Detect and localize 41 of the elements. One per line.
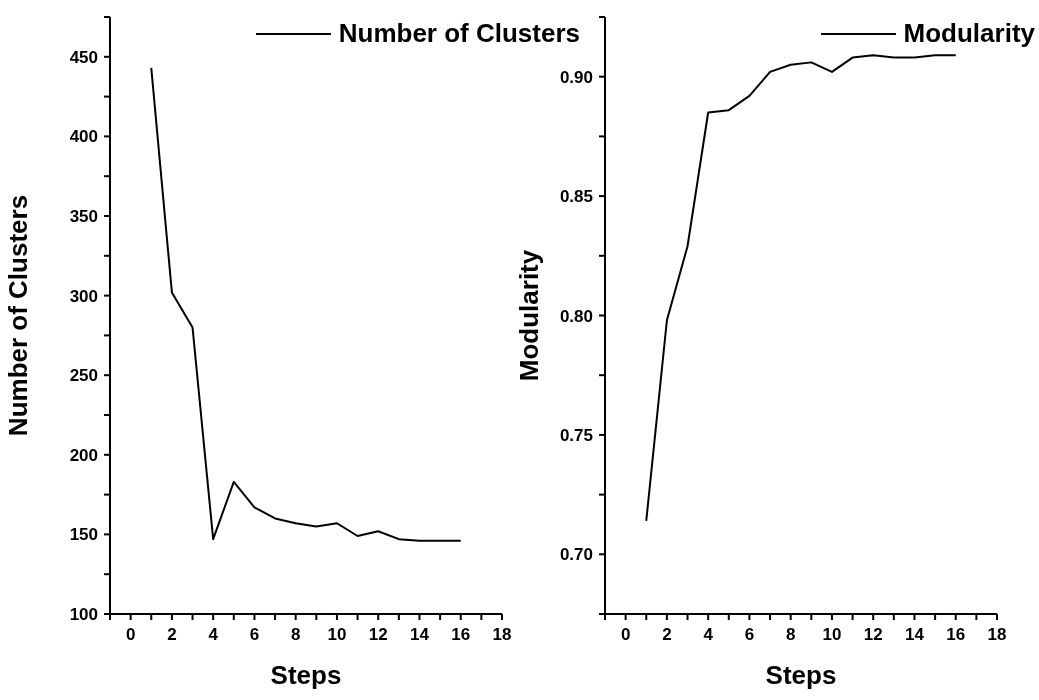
- y-tick-label: 0.85: [559, 187, 593, 207]
- x-tick-label: 6: [249, 625, 260, 644]
- y-tick-label: 0.75: [559, 425, 593, 445]
- y-tick-label: 400: [69, 127, 98, 147]
- y-tick-label: 100: [69, 605, 98, 624]
- x-axis-title: Steps: [270, 660, 342, 690]
- y-tick-label: 250: [69, 366, 98, 386]
- x-tick-label: 10: [822, 625, 842, 644]
- x-tick-label: 2: [662, 625, 672, 644]
- x-tick-label: 12: [368, 625, 388, 644]
- x-tick-label: 2: [167, 625, 177, 644]
- line-series: [150, 66, 462, 542]
- y-axis-title: Number of Clusters: [3, 194, 34, 437]
- x-tick-label: 14: [905, 625, 925, 644]
- x-tick-label: 18: [492, 625, 512, 644]
- x-tick-label: 4: [703, 625, 714, 644]
- x-tick-label: 18: [987, 625, 1007, 644]
- legend-label: Number of Clusters: [338, 18, 580, 49]
- legend-label: Modularity: [903, 18, 1035, 49]
- x-tick-label: 16: [946, 625, 966, 644]
- y-axis-title: Modularity: [514, 249, 545, 382]
- x-tick-label: 8: [290, 625, 301, 644]
- y-tick-label: 200: [69, 445, 98, 465]
- y-tick-label: 0.80: [559, 306, 593, 326]
- y-tick-label: 350: [69, 207, 98, 226]
- y-tick-label: 0.90: [559, 67, 593, 87]
- line-series: [645, 54, 957, 522]
- x-tick-label: 0: [620, 625, 631, 644]
- x-tick-label: 4: [208, 625, 219, 644]
- x-tick-label: 16: [451, 625, 471, 644]
- x-tick-label: 12: [863, 625, 883, 644]
- x-tick-label: 0: [125, 625, 136, 644]
- x-tick-label: 8: [785, 625, 796, 644]
- y-tick-label: 450: [69, 47, 98, 67]
- y-tick-label: 300: [69, 286, 98, 306]
- y-tick-label: 150: [69, 525, 98, 545]
- x-tick-label: 14: [410, 625, 430, 644]
- y-tick-label: 0.70: [559, 545, 593, 565]
- x-axis-title: Steps: [765, 660, 837, 690]
- x-tick-label: 6: [744, 625, 755, 644]
- x-tick-label: 10: [327, 625, 347, 644]
